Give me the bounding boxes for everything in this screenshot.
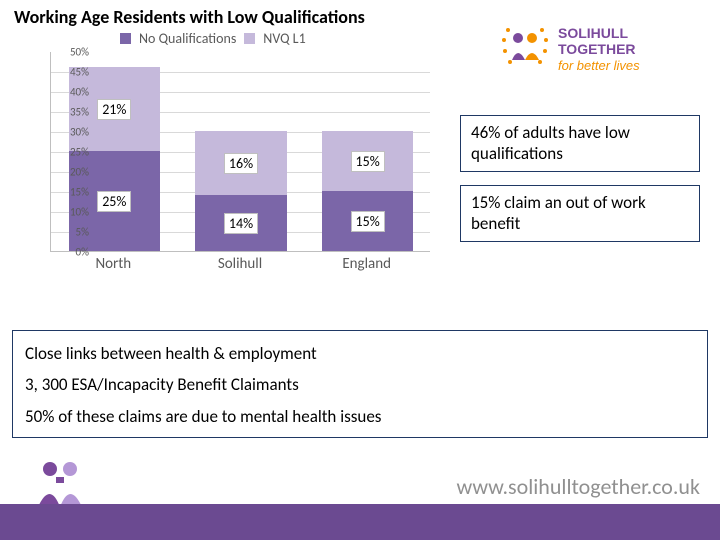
value-label: 25% [97, 191, 131, 212]
x-tick-label: Solihull [218, 255, 262, 273]
seg-nvql1: 16% [195, 131, 286, 195]
footer-url: www.solihulltogether.co.uk [457, 473, 701, 500]
y-tick-label: 40% [55, 86, 89, 99]
chart-legend: No Qualifications NVQ L1 [120, 30, 306, 47]
y-tick-label: 25% [55, 146, 89, 159]
value-label: 15% [351, 151, 385, 172]
value-label: 14% [224, 213, 258, 234]
callout-line-3: 50% of these claims are due to mental he… [25, 406, 695, 427]
callout-line-1: Close links between health & employment [25, 343, 695, 364]
callout-line-2: 3, 300 ESA/Incapacity Benefit Claimants [25, 374, 695, 395]
seg-noqual: 15% [322, 191, 413, 251]
y-tick-label: 0% [55, 246, 89, 259]
x-tick-label: North [95, 255, 131, 273]
y-tick-label: 10% [55, 206, 89, 219]
legend-swatch-nvql1 [244, 33, 255, 44]
y-tick-label: 5% [55, 226, 89, 239]
chart-title: Working Age Residents with Low Qualifica… [14, 6, 365, 28]
svg-text:TOGETHER: TOGETHER [558, 41, 636, 57]
callout-low-qual: 46% of adults have low qualifications [460, 115, 700, 172]
y-tick-label: 35% [55, 106, 89, 119]
y-tick-label: 20% [55, 166, 89, 179]
qualifications-chart: No Qualifications NVQ L1 25% 21% 14% 16% 15%… [10, 30, 435, 285]
footer-bar [0, 504, 720, 540]
value-label: 15% [351, 211, 385, 232]
brand-tagline-text: for better lives [558, 58, 640, 73]
y-tick-label: 15% [55, 186, 89, 199]
seg-noqual: 14% [195, 195, 286, 251]
brand-name-text: SOLIHULL [558, 25, 628, 41]
seg-nvql1: 15% [322, 131, 413, 191]
value-label: 16% [224, 153, 258, 174]
legend-label-noqual: No Qualifications [139, 30, 236, 47]
brand-logo: SOLIHULL TOGETHER for better lives [500, 18, 700, 78]
value-label: 21% [97, 99, 131, 120]
legend-label-nvql1: NVQ L1 [263, 30, 305, 47]
legend-swatch-noqual [120, 33, 131, 44]
y-tick-label: 45% [55, 66, 89, 79]
y-tick-label: 30% [55, 126, 89, 139]
callout-health-employment: Close links between health & employment … [12, 330, 708, 438]
plot-area: 25% 21% 14% 16% 15% 15% [50, 52, 430, 252]
x-tick-label: England [342, 255, 391, 273]
y-tick-label: 50% [55, 46, 89, 59]
callout-out-of-work: 15% claim an out of work benefit [460, 185, 700, 242]
